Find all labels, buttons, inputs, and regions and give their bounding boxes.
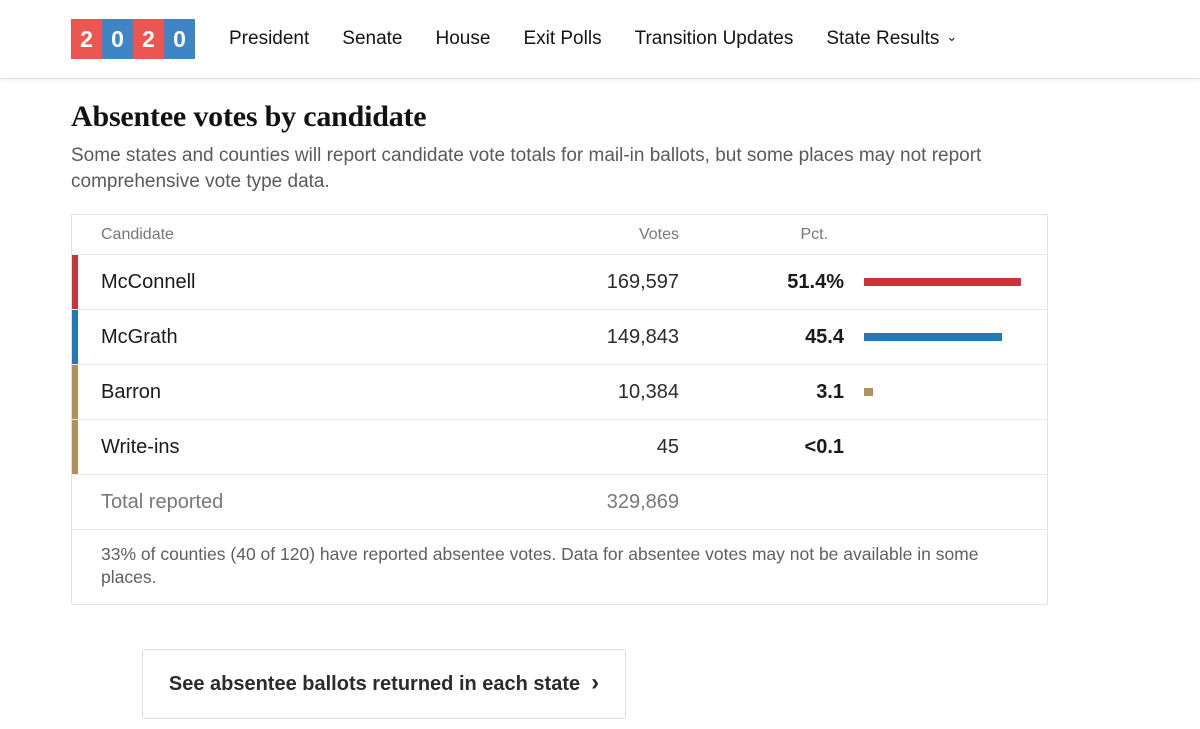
pct-value: 3.1	[816, 380, 844, 403]
column-header-votes: Votes	[638, 225, 679, 243]
candidate-color-stripe	[72, 365, 78, 419]
column-header-candidate: Candidate	[101, 225, 174, 243]
votes-value: 45	[656, 435, 679, 458]
nav-item-house[interactable]: House	[436, 28, 491, 50]
nav-item-state-results[interactable]: State Results ⌄	[826, 28, 957, 50]
pct-bar	[864, 333, 1003, 341]
logo-digit: 2	[71, 19, 102, 59]
nav-item-senate[interactable]: Senate	[342, 28, 402, 50]
table-footnote: 33% of counties (40 of 120) have reporte…	[101, 544, 979, 587]
votes-value: 169,597	[606, 270, 679, 293]
see-absentee-ballots-label: See absentee ballots returned in each st…	[168, 672, 581, 695]
pct-bar-cell	[844, 333, 1047, 341]
logo-digit: 0	[164, 19, 195, 59]
table-row: McGrath 149,843 45.4	[72, 310, 1047, 365]
table-header-row: Candidate Votes Pct.	[72, 215, 1047, 255]
total-label: Total reported	[101, 490, 224, 513]
logo-digit: 2	[133, 19, 164, 59]
pct-bar-cell	[844, 278, 1047, 286]
nav-item-transition-updates[interactable]: Transition Updates	[635, 28, 794, 50]
nav-item-label: Senate	[342, 28, 403, 49]
absentee-votes-table: Candidate Votes Pct. McConnell 169,597 5…	[71, 214, 1048, 605]
nav-item-label: President	[229, 28, 310, 49]
pct-bar-cell	[844, 388, 1047, 396]
page-subtitle: Some states and counties will report can…	[71, 145, 982, 192]
pct-bar	[864, 278, 1021, 286]
main-content: Absentee votes by candidate Some states …	[0, 100, 1200, 719]
candidate-name: Barron	[101, 380, 162, 403]
candidate-color-stripe	[72, 255, 78, 309]
table-row: McConnell 169,597 51.4%	[72, 255, 1047, 310]
votes-value: 149,843	[606, 325, 679, 348]
logo-digit: 0	[102, 19, 133, 59]
nav-items: President Senate House Exit Polls Transition…	[229, 28, 957, 50]
total-votes-value: 329,869	[606, 490, 679, 513]
nav-item-label: Transition Updates	[634, 28, 794, 49]
see-absentee-ballots-button[interactable]: See absentee ballots returned in each st…	[142, 649, 626, 719]
page-title: Absentee votes by candidate	[71, 100, 427, 133]
pct-value: <0.1	[804, 435, 844, 458]
table-row: Write-ins 45 <0.1	[72, 420, 1047, 475]
table-row: Barron 10,384 3.1	[72, 365, 1047, 420]
nav-item-exit-polls[interactable]: Exit Polls	[523, 28, 601, 50]
nav-item-label: State Results	[826, 28, 940, 49]
pct-value: 45.4	[805, 325, 844, 348]
nav-item-label: House	[435, 28, 491, 49]
candidate-color-stripe	[72, 310, 78, 364]
total-row: Total reported 329,869	[72, 475, 1047, 530]
candidate-name: McConnell	[101, 270, 196, 293]
column-header-pct: Pct.	[800, 225, 828, 243]
chevron-right-icon: ›	[591, 669, 600, 696]
chevron-down-icon: ⌄	[946, 29, 958, 44]
table-body: McConnell 169,597 51.4% McGrath 149,843 …	[72, 255, 1047, 475]
votes-value: 10,384	[617, 380, 679, 403]
nav-item-president[interactable]: President	[229, 28, 309, 50]
pct-value: 51.4%	[787, 270, 844, 293]
candidate-color-stripe	[72, 420, 78, 474]
nav-item-label: Exit Polls	[523, 28, 602, 49]
candidate-name: Write-ins	[101, 435, 180, 458]
pct-bar	[864, 388, 874, 396]
candidate-name: McGrath	[101, 325, 178, 348]
